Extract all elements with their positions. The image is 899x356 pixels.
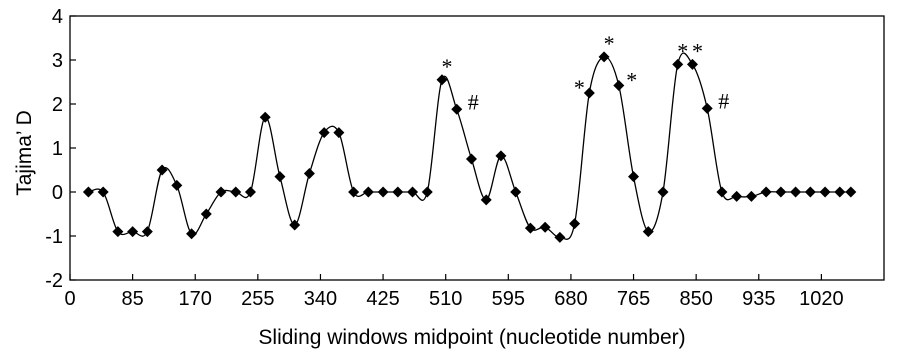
annotation-hash: # [468, 89, 479, 114]
data-point [583, 87, 595, 99]
data-point [628, 171, 640, 183]
data-point [716, 186, 728, 198]
data-point [845, 186, 857, 198]
data-point [318, 127, 330, 139]
data-point [480, 194, 492, 206]
x-tick-label: 765 [617, 288, 650, 310]
data-point [289, 219, 301, 231]
data-point [495, 150, 507, 162]
data-point [97, 186, 109, 198]
data-point [171, 179, 183, 191]
data-point [701, 102, 713, 114]
annotation-asterisk: * [677, 38, 688, 63]
plot-frame [69, 15, 885, 281]
data-point [686, 58, 698, 70]
x-tick-label: 595 [492, 288, 525, 310]
data-point [215, 186, 227, 198]
data-point [348, 186, 360, 198]
data-point [82, 186, 94, 198]
data-point [554, 231, 566, 243]
data-point [377, 186, 389, 198]
data-point [790, 186, 802, 198]
annotation-hash: # [718, 88, 729, 113]
data-point [642, 226, 654, 238]
data-point [539, 221, 551, 233]
y-tick-label: 2 [52, 94, 63, 116]
data-point [465, 153, 477, 165]
x-tick-label: 85 [121, 288, 143, 310]
x-tick-label: 0 [64, 288, 75, 310]
y-tick-label: -1 [45, 226, 63, 248]
data-point [230, 186, 242, 198]
data-point [731, 190, 743, 202]
data-point [244, 186, 256, 198]
y-tick-label: 3 [52, 50, 63, 72]
data-point [657, 186, 669, 198]
data-point [672, 58, 684, 70]
y-axis: -2 -1 0 1 2 3 4 [45, 6, 76, 292]
data-markers [82, 51, 857, 243]
y-tick-label: 1 [52, 138, 63, 160]
data-point [274, 171, 286, 183]
x-tick-label: 255 [241, 288, 274, 310]
annotation-asterisk: * [692, 38, 703, 63]
y-tick-label: 4 [52, 6, 63, 28]
data-point [745, 190, 757, 202]
data-point [259, 111, 271, 123]
data-point [569, 218, 581, 230]
annotation-asterisk: * [442, 54, 453, 79]
x-tick-label: 170 [179, 288, 212, 310]
annotation-asterisk: * [574, 75, 585, 100]
data-point [156, 164, 168, 176]
data-point [392, 186, 404, 198]
data-point [362, 186, 374, 198]
series-line [88, 52, 851, 240]
annotation-asterisk: * [604, 31, 615, 56]
x-tick-label: 850 [679, 288, 712, 310]
data-point [407, 186, 419, 198]
y-tick-label: 0 [52, 182, 63, 204]
plot-border [69, 15, 885, 281]
data-point [598, 51, 610, 63]
x-tick-label: 510 [429, 288, 462, 310]
x-tick-label: 935 [742, 288, 775, 310]
data-point [510, 186, 522, 198]
data-point [112, 226, 124, 238]
data-point [613, 80, 625, 92]
x-tick-label: 340 [304, 288, 337, 310]
y-tick-label: -2 [45, 270, 63, 292]
x-tick-label: 1020 [799, 288, 844, 310]
data-point [141, 226, 153, 238]
data-point [186, 228, 198, 240]
data-point [451, 103, 463, 115]
x-axis-title: Sliding windows midpoint (nucleotide num… [258, 326, 685, 349]
data-point [775, 186, 787, 198]
annotation-asterisk: * [626, 68, 637, 93]
data-point [421, 186, 433, 198]
annotations: *#**** *# [442, 31, 730, 114]
data-point [127, 226, 139, 238]
data-point [436, 74, 448, 86]
x-axis: 0 85 170 255 340 425 510 595 680 765 850 935 1020 [64, 274, 844, 310]
data-point [804, 186, 816, 198]
data-point [819, 186, 831, 198]
data-point [834, 186, 846, 198]
x-tick-label: 680 [554, 288, 587, 310]
data-point [524, 222, 536, 234]
data-point [303, 168, 315, 180]
data-point [200, 208, 212, 220]
y-axis-title: Tajima’ D [13, 110, 36, 196]
data-point [760, 186, 772, 198]
x-tick-label: 425 [366, 288, 399, 310]
data-point [333, 127, 345, 139]
